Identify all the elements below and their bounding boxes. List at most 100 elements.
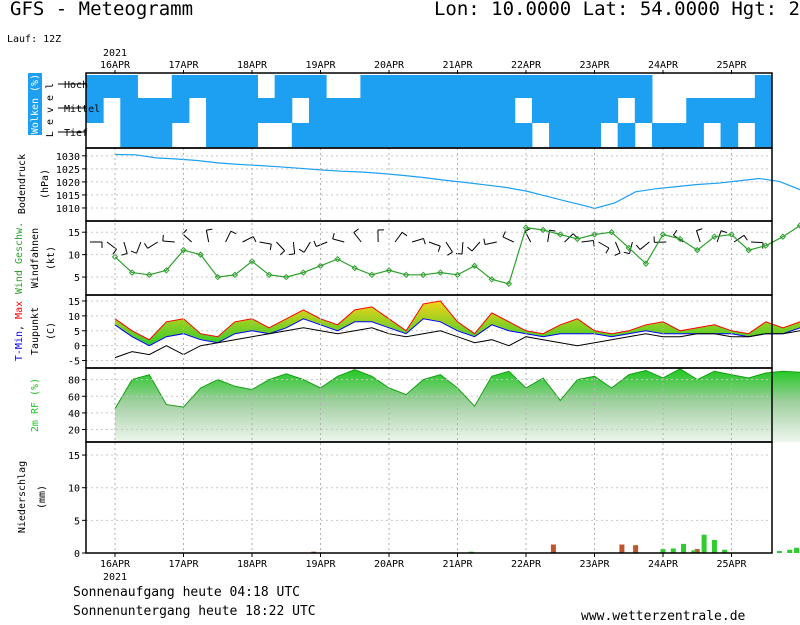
- cloud-cell: [634, 75, 653, 98]
- wind-barb: [259, 241, 272, 245]
- wind-barb-flag: [635, 244, 641, 250]
- cloud-cell: [583, 75, 601, 98]
- wind-speed-point: [214, 273, 221, 281]
- precip-bar-rain: [691, 550, 697, 553]
- pressure-tick-label: 1025: [56, 165, 80, 176]
- precip-unit-label: (mm): [37, 485, 48, 509]
- wind-speed-point: [197, 251, 204, 258]
- wind-barb-flag: [230, 230, 237, 235]
- cloud-cell: [343, 123, 361, 147]
- wind-barb-flag: [623, 251, 630, 255]
- wind-speed-point: [334, 255, 341, 263]
- site-link[interactable]: www.wetterzentrale.de: [581, 609, 746, 624]
- cloud-cell: [497, 98, 516, 123]
- top-date-label: 20APR: [374, 60, 405, 71]
- top-date-label: 25APR: [716, 60, 747, 71]
- cloud-cell: [120, 98, 138, 123]
- wind-barb-flag: [437, 245, 441, 252]
- cloud-cell: [206, 123, 224, 147]
- cloud-cell: [463, 98, 481, 123]
- wind-barb: [581, 240, 594, 243]
- precip-bar-rain: [701, 534, 707, 553]
- wind-barb-flag: [121, 253, 128, 256]
- temp-tick-label: -5: [68, 357, 80, 368]
- cloud-cell: [223, 75, 241, 98]
- cloud-cell: [737, 98, 756, 123]
- wind-barb: [502, 236, 514, 243]
- cloud-cell: [497, 75, 516, 98]
- cloud-cell: [754, 75, 773, 98]
- temp-unit-label: (C): [46, 322, 57, 340]
- cloud-level-axis-label: L e v e l: [45, 83, 56, 137]
- cloud-cell: [531, 75, 550, 98]
- wind-speed-point: [711, 233, 718, 240]
- cloud-cell: [223, 123, 241, 147]
- cloud-cell: [377, 98, 396, 123]
- wind-barb-flag: [162, 234, 164, 241]
- cloud-cell: [703, 98, 722, 123]
- humidity-axis-label: 2m RF (%): [30, 378, 41, 432]
- wind-barb-flag: [524, 228, 531, 232]
- bottom-date-label: 21APR: [442, 559, 473, 570]
- wind-barb-flag: [483, 238, 486, 245]
- cloud-cell: [549, 98, 567, 123]
- wind-barb: [147, 241, 159, 249]
- wind-barb: [471, 241, 481, 252]
- wind-barb-flag: [112, 248, 117, 255]
- wind-speed-point: [163, 267, 170, 274]
- wind-speed-point: [283, 273, 290, 281]
- wind-speed-point: [402, 271, 410, 279]
- cloud-cell: [257, 98, 276, 123]
- cloud-cell: [651, 123, 670, 147]
- precip-bar-convective: [550, 544, 556, 553]
- wind-barb-flag: [288, 253, 295, 256]
- wind-barb: [639, 241, 650, 250]
- wind-barb-flag: [423, 238, 426, 245]
- wind-barb: [303, 241, 311, 253]
- cloud-cell: [188, 75, 207, 98]
- wind-speed-point: [694, 246, 701, 254]
- wind-barb-axis-label: Windfahnen: [30, 228, 41, 288]
- page-title: GFS - Meteogramm: [10, 0, 194, 20]
- temp-tick-label: 15: [68, 297, 80, 308]
- top-date-label: 16APR: [100, 60, 131, 71]
- wind-speed-point: [574, 235, 581, 243]
- precip-bar-rain: [794, 547, 800, 553]
- temp-tick-label: 5: [74, 327, 80, 338]
- wind-barb-flag: [605, 247, 610, 254]
- wind-speed-point: [505, 280, 513, 287]
- cloud-cell: [686, 123, 704, 147]
- bottom-date-label: 24APR: [648, 559, 679, 570]
- humidity-area: [115, 368, 800, 442]
- wind-barb: [524, 231, 532, 243]
- wind-speed-point: [368, 271, 376, 279]
- cloud-cell: [617, 75, 636, 98]
- cloud-cell: [223, 98, 241, 123]
- cloud-cell: [360, 98, 379, 123]
- bottom-date-label: 23APR: [579, 559, 610, 570]
- cloud-level-label: Hoch: [64, 80, 88, 91]
- wind-barb: [751, 241, 764, 244]
- cloud-cell: [240, 98, 258, 123]
- top-year-label: 2021: [103, 48, 127, 59]
- temp-axis-label: T-Min, Max: [14, 301, 25, 361]
- cloud-cell: [240, 75, 258, 98]
- cloud-cell: [137, 123, 156, 147]
- wind-barb-flag: [130, 250, 137, 254]
- bottom-year-label: 2021: [103, 572, 127, 583]
- location-coords: Lon: 10.0000 Lat: 54.0000 Hgt: 2: [433, 0, 800, 20]
- wind-barb-flag: [467, 246, 473, 252]
- cloud-level-label: Mittel: [64, 104, 100, 115]
- cloud-cell: [566, 98, 584, 123]
- cloud-cell: [308, 75, 327, 98]
- temp-tick-label: 10: [68, 312, 80, 323]
- wind-barb: [332, 238, 345, 243]
- top-date-label: 18APR: [237, 60, 268, 71]
- wind-barb-flag: [549, 229, 556, 232]
- cloud-cell: [360, 75, 379, 98]
- cloud-cell: [480, 75, 499, 98]
- wind-barb: [614, 241, 621, 254]
- cloud-cell: [583, 98, 601, 123]
- precip-bar-rain: [776, 551, 782, 553]
- wind-barb-flag: [592, 240, 595, 247]
